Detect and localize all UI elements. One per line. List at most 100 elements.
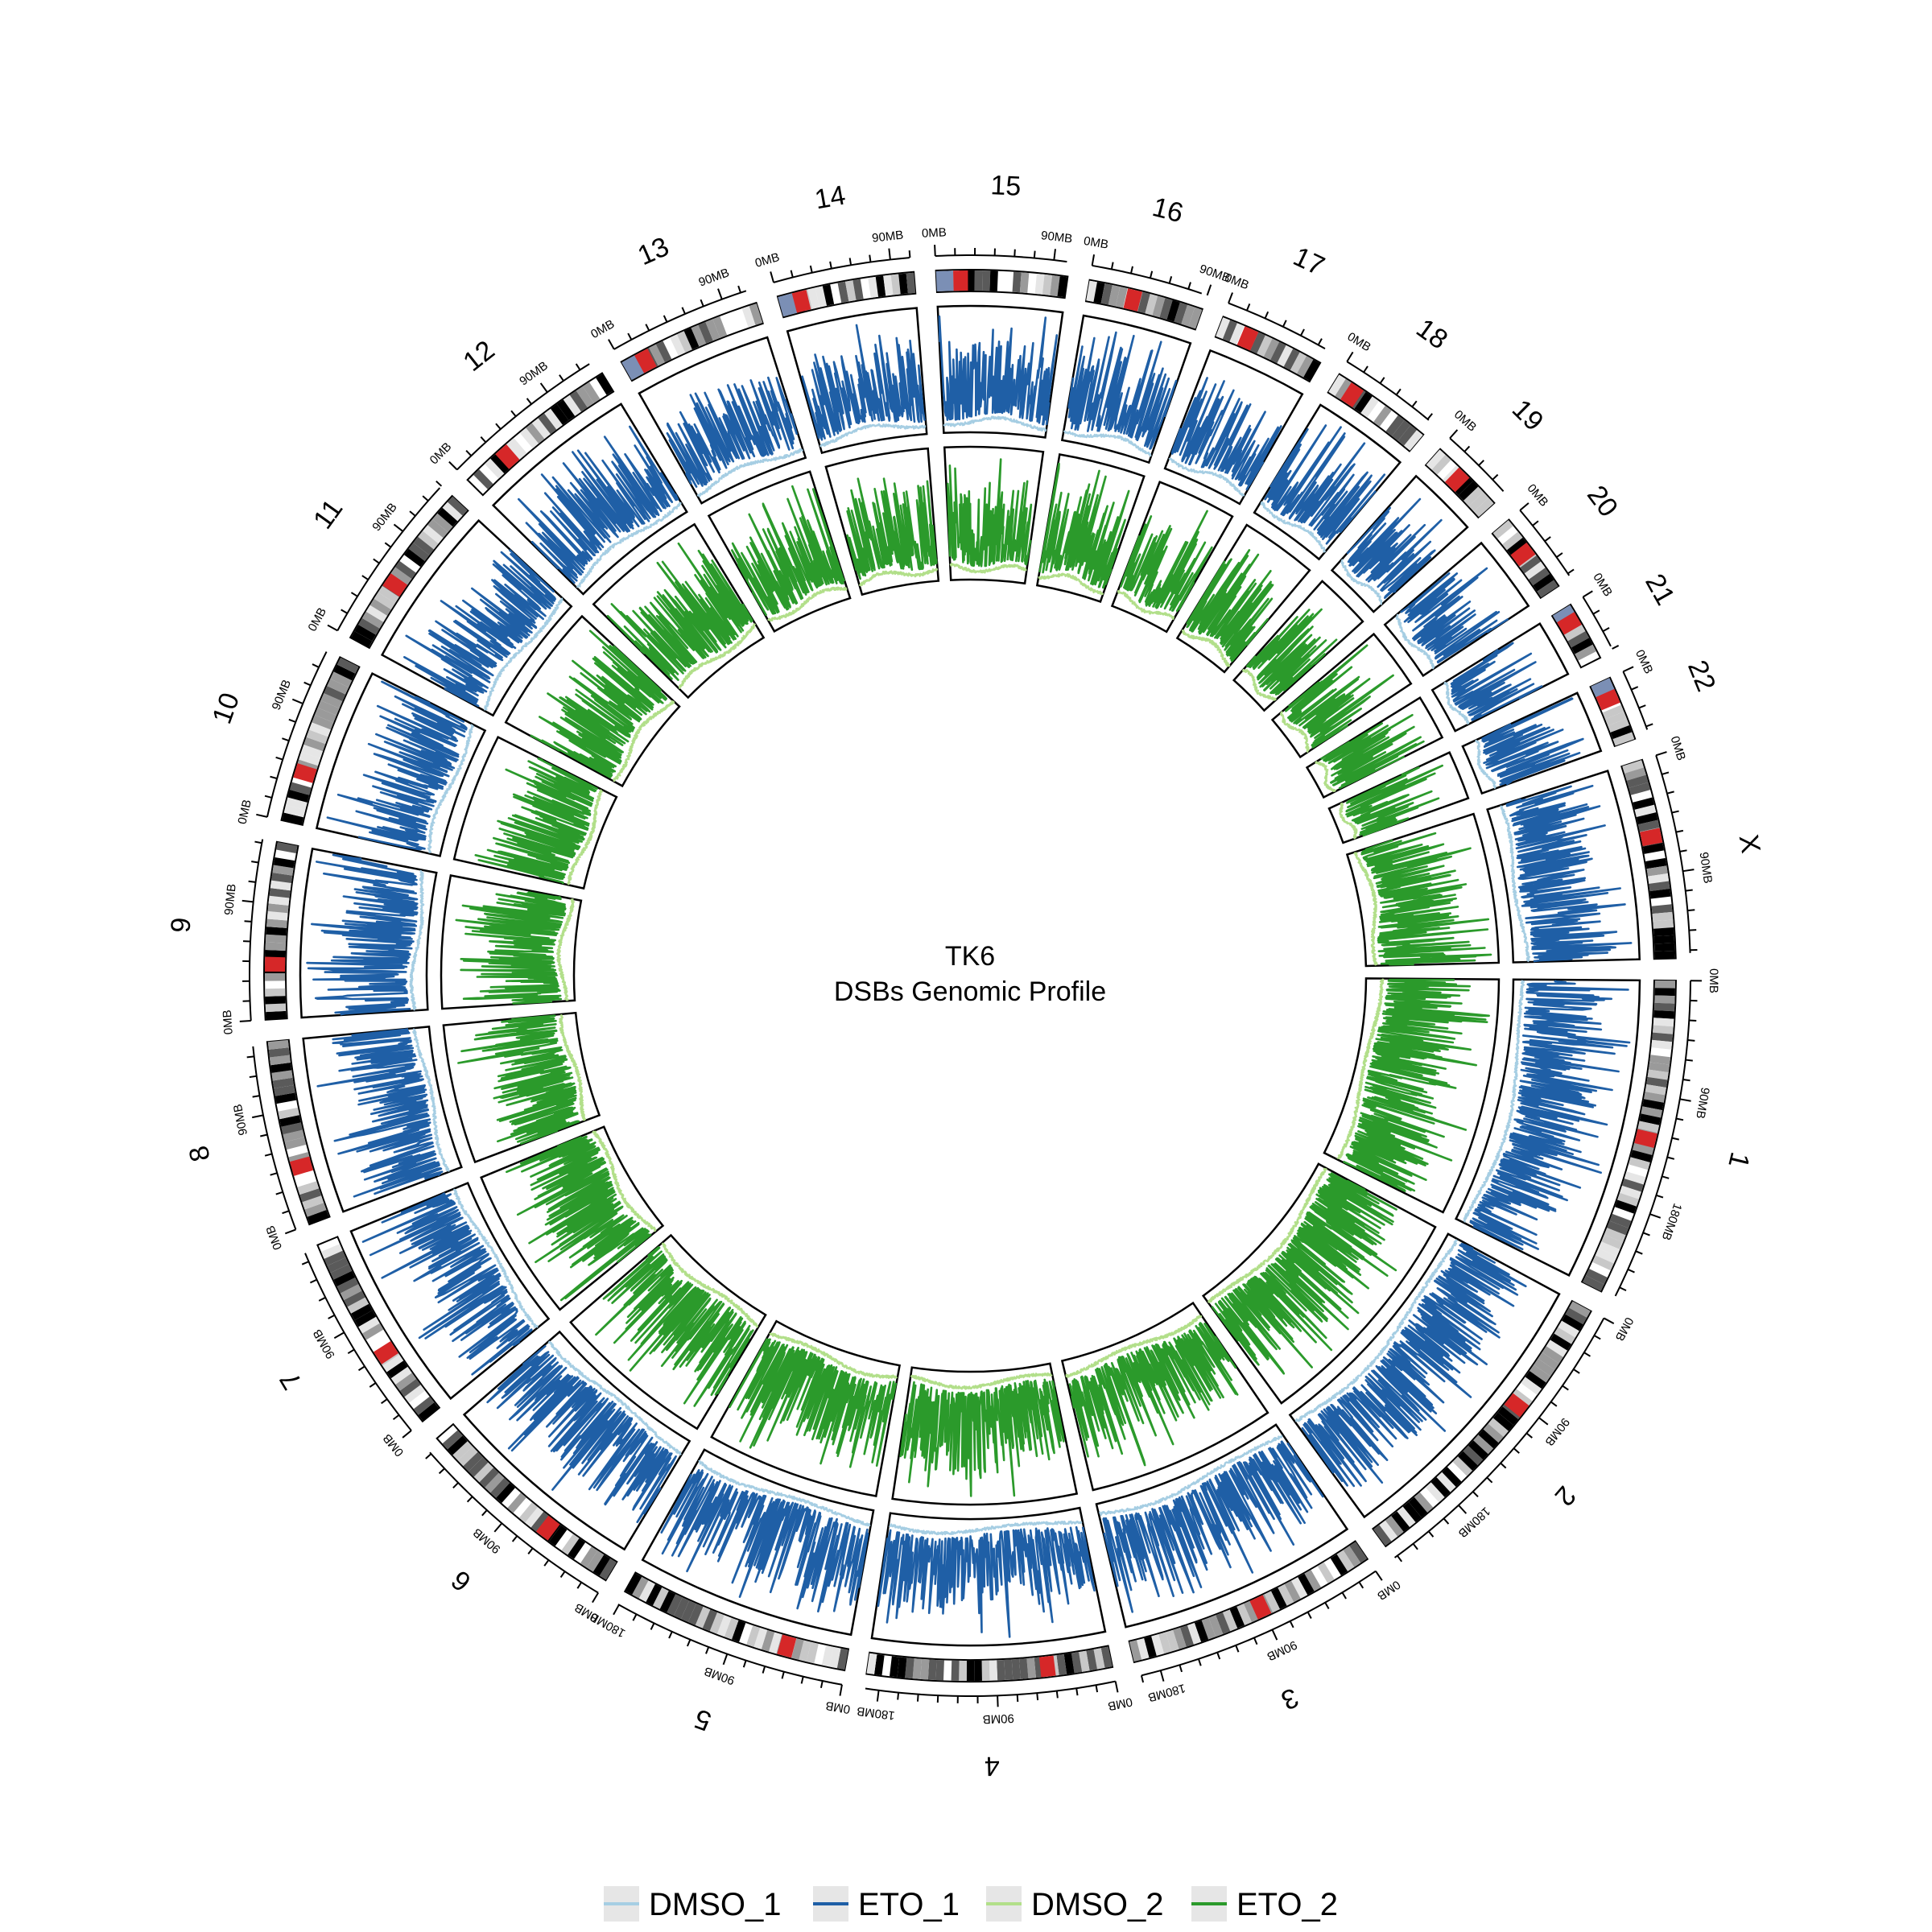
tick-mark — [495, 423, 502, 430]
tick-label: 90MB — [871, 229, 904, 246]
cytoband — [299, 1188, 322, 1203]
cytoband — [330, 1264, 353, 1280]
tick-mark — [869, 254, 872, 262]
tick-mark — [275, 1191, 283, 1195]
tick-mark — [438, 1468, 445, 1475]
cytoband — [1222, 320, 1237, 342]
cytoband — [1529, 568, 1550, 586]
cytoband — [1304, 1570, 1322, 1591]
cytoband — [327, 679, 349, 695]
cytoband — [966, 1660, 975, 1681]
chromosome-label: 9 — [165, 917, 196, 934]
cytoband — [1270, 1587, 1287, 1609]
cytoband — [568, 1538, 586, 1559]
cytoband — [1243, 1600, 1259, 1623]
tick-mark — [393, 523, 404, 532]
cytoband — [270, 880, 291, 891]
centromere — [382, 573, 408, 597]
tick-mark — [1622, 666, 1634, 673]
series-line-dmso_1 — [889, 1520, 1083, 1536]
centromere — [1445, 467, 1470, 493]
cytoband — [724, 1617, 739, 1640]
tick-axis — [266, 651, 328, 818]
cytoband — [265, 934, 287, 943]
series-line-eto_1 — [402, 548, 557, 708]
cytoband — [413, 1396, 435, 1415]
cytoband — [1431, 454, 1451, 475]
tick-mark — [526, 398, 532, 405]
centromere — [777, 1634, 797, 1658]
cytoband — [1290, 1577, 1308, 1599]
series-line-dmso_1 — [1340, 559, 1383, 605]
cytoband — [276, 842, 298, 853]
tick-mark — [1612, 645, 1620, 650]
series-line-dmso_2 — [949, 563, 1027, 574]
cytoband — [1216, 317, 1231, 339]
cytoband — [286, 797, 308, 811]
cytoband — [1558, 1320, 1579, 1338]
cytoband — [274, 1085, 295, 1096]
cytoband — [395, 1373, 417, 1391]
series-line-dmso_1 — [1475, 739, 1496, 790]
series-line-eto_1 — [938, 315, 1059, 426]
legend-label: ETO_1 — [858, 1887, 960, 1922]
chromosome-label: 11 — [308, 493, 349, 535]
cytoband — [1537, 580, 1558, 598]
tick-mark — [270, 775, 278, 780]
tick-label: 90MB — [697, 266, 732, 289]
tick-mark — [384, 542, 392, 548]
center-subtitle: DSBs Genomic Profile — [834, 976, 1106, 1007]
cytoband — [1649, 1055, 1671, 1065]
cytoband — [1652, 1032, 1673, 1042]
tick-label: 0MB — [824, 1699, 851, 1716]
cytoband — [1571, 638, 1593, 654]
cytoband — [1453, 476, 1473, 496]
tick-mark — [264, 795, 272, 799]
cytoband — [868, 276, 879, 298]
cytoband — [1502, 531, 1523, 551]
tick-mark — [288, 718, 296, 723]
series-line-dmso_1 — [484, 597, 564, 711]
tick-axis — [1092, 264, 1203, 295]
tick-label: 90MB — [270, 678, 295, 712]
cytoband — [1525, 1370, 1546, 1389]
series-line-dmso_1 — [412, 1028, 450, 1172]
centromere — [1340, 382, 1364, 407]
cytoband — [320, 1244, 343, 1259]
cytoband — [317, 700, 340, 716]
series-line-eto_1 — [877, 1525, 1096, 1638]
cytoband — [463, 1451, 483, 1472]
tick-mark — [309, 1278, 317, 1284]
tick-mark — [1645, 723, 1653, 728]
cytoband — [1654, 950, 1675, 960]
chromosome-label: 20 — [1581, 480, 1624, 522]
tick-mark — [466, 1496, 473, 1503]
tick-label: 90MB — [222, 883, 239, 916]
tick-mark — [244, 920, 252, 923]
tick-label: 0MB — [305, 605, 329, 634]
tick-mark — [876, 1690, 880, 1702]
tick-axis — [1346, 361, 1430, 421]
tick-mark — [333, 1331, 345, 1340]
series-line-eto_2 — [846, 477, 938, 580]
cytoband — [1019, 272, 1030, 293]
tick-mark — [1130, 266, 1133, 274]
cytoband — [1458, 481, 1479, 501]
tick-mark — [632, 1613, 638, 1621]
tick-label: 0MB — [1633, 648, 1655, 676]
series-line-dmso_2 — [567, 789, 603, 886]
series-line-eto_2 — [1319, 713, 1425, 790]
cytoband — [518, 1502, 538, 1523]
series-line-eto_1 — [1469, 980, 1631, 1251]
tick-label: 0MB — [1374, 1578, 1402, 1603]
cytoband — [418, 530, 439, 550]
cytoband — [365, 605, 387, 622]
tick-mark — [381, 1398, 388, 1405]
tick-mark — [341, 609, 348, 614]
tick-mark — [1492, 473, 1499, 481]
cytoband — [507, 437, 527, 459]
cytoband — [1608, 718, 1629, 733]
tick-label: 90MB — [311, 1327, 338, 1360]
cytoband — [829, 1646, 841, 1669]
cytoband — [1521, 1377, 1542, 1395]
